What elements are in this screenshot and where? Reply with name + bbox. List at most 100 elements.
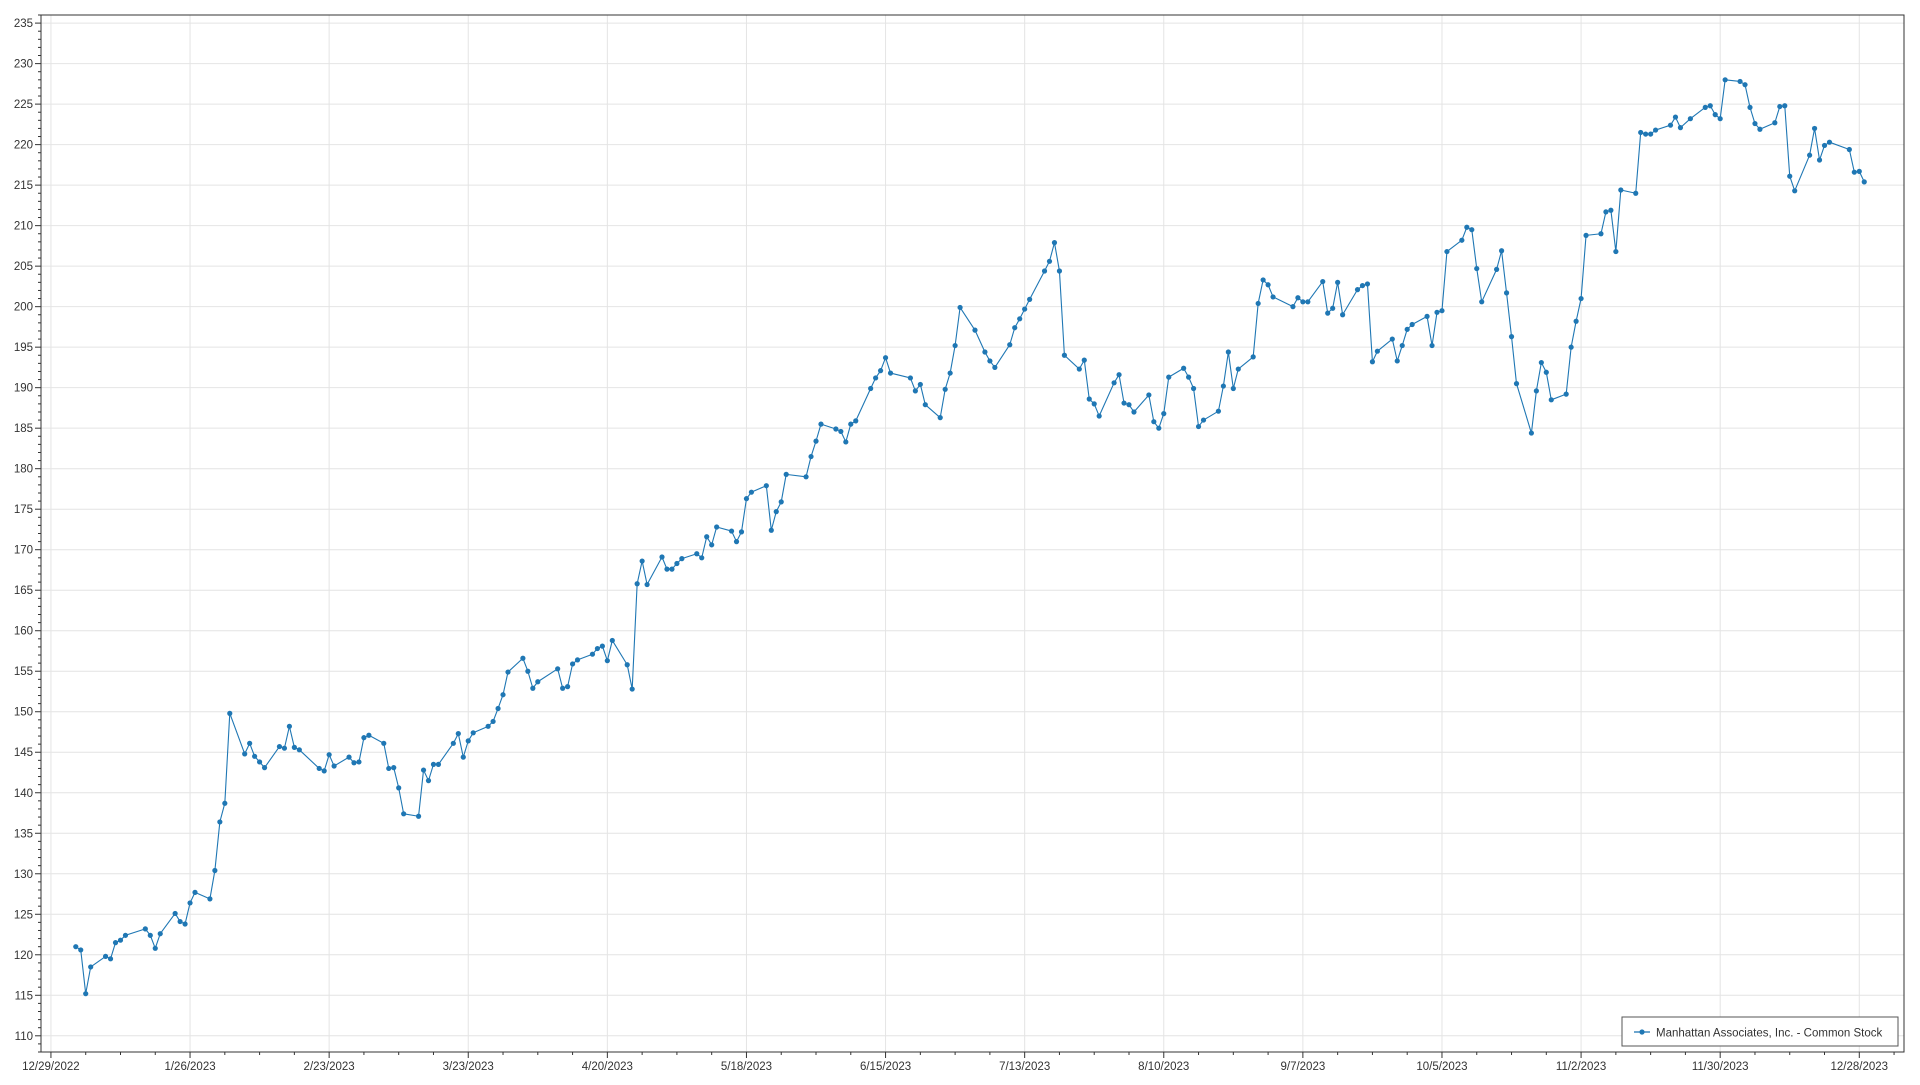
y-tick-label: 225 — [14, 99, 33, 111]
data-point — [1747, 104, 1753, 110]
data-point — [1265, 282, 1271, 288]
data-point — [694, 551, 700, 557]
y-tick-label: 230 — [14, 59, 33, 71]
data-point — [738, 529, 745, 535]
y-tick-label: 185 — [14, 423, 33, 435]
y-tick-label: 200 — [14, 302, 33, 314]
data-point — [177, 918, 183, 925]
data-point — [1782, 103, 1788, 109]
data-point — [1121, 400, 1127, 406]
data-point — [1081, 357, 1087, 363]
data-point — [574, 657, 581, 663]
data-point — [1653, 127, 1659, 133]
data-point — [947, 370, 953, 376]
data-point — [1046, 258, 1053, 264]
data-point — [594, 645, 601, 652]
data-point — [1444, 248, 1450, 255]
data-point — [659, 554, 665, 560]
data-point — [922, 402, 928, 408]
data-point — [351, 760, 357, 766]
data-point — [520, 655, 526, 661]
data-point — [247, 740, 253, 746]
data-point — [1325, 310, 1331, 316]
data-point — [709, 542, 715, 548]
data-point — [1568, 344, 1574, 350]
data-point — [728, 528, 735, 534]
data-point — [470, 730, 476, 736]
data-point — [505, 669, 511, 675]
data-point — [391, 765, 397, 771]
data-point — [276, 743, 283, 750]
data-point — [1250, 354, 1256, 360]
data-point — [1851, 169, 1857, 175]
y-tick-label: 175 — [14, 504, 33, 516]
data-point — [669, 566, 675, 572]
data-point — [1399, 342, 1405, 349]
data-point — [1022, 306, 1028, 312]
data-point — [1618, 187, 1624, 193]
y-tick-label: 130 — [14, 869, 33, 881]
data-point — [1255, 300, 1261, 307]
data-point — [73, 944, 79, 950]
data-point — [530, 685, 536, 691]
data-point — [1707, 103, 1713, 109]
data-point — [1742, 82, 1748, 88]
data-point — [1235, 366, 1241, 372]
data-point — [629, 686, 635, 692]
data-point — [396, 785, 402, 791]
data-point — [1548, 397, 1554, 403]
data-point — [261, 765, 268, 771]
data-point — [1305, 299, 1311, 305]
data-point — [1861, 179, 1867, 185]
data-point — [291, 744, 297, 750]
data-point — [803, 474, 809, 480]
data-point — [1404, 326, 1410, 332]
data-point — [346, 754, 352, 760]
data-point — [1027, 296, 1033, 302]
data-point — [733, 539, 740, 545]
data-point — [1469, 227, 1475, 233]
data-point — [1364, 281, 1371, 287]
data-point — [1434, 309, 1440, 315]
series-group — [73, 77, 1867, 997]
data-point — [1722, 77, 1728, 83]
data-point — [1503, 290, 1510, 296]
data-point — [1076, 366, 1082, 372]
data-point — [366, 732, 372, 738]
data-point — [172, 910, 178, 917]
data-point — [381, 740, 387, 746]
data-point — [604, 658, 610, 664]
data-point — [500, 692, 506, 698]
data-point — [1300, 299, 1306, 305]
data-point — [1528, 430, 1534, 436]
data-point — [1086, 396, 1092, 402]
data-point — [1672, 114, 1679, 120]
data-point — [1354, 287, 1361, 293]
data-point — [107, 956, 114, 962]
data-point — [952, 342, 958, 349]
data-point — [296, 747, 302, 753]
data-point — [1807, 152, 1813, 158]
data-point — [982, 349, 988, 355]
data-point — [142, 926, 148, 932]
data-point — [1702, 104, 1708, 110]
data-point — [1096, 413, 1102, 419]
data-point — [848, 421, 854, 427]
data-point — [1648, 131, 1654, 137]
gridlines — [41, 15, 1904, 1052]
data-point — [495, 705, 501, 712]
data-point — [560, 685, 566, 691]
data-point — [1543, 369, 1549, 375]
data-point — [1846, 146, 1852, 153]
data-point — [1533, 388, 1539, 394]
data-point — [1359, 282, 1366, 289]
data-point — [1613, 248, 1619, 255]
data-point — [187, 900, 193, 906]
data-point — [589, 651, 596, 657]
data-point — [555, 666, 561, 672]
legend-series-marker-icon — [1639, 1029, 1645, 1035]
data-point — [212, 867, 218, 874]
data-point — [1260, 277, 1266, 283]
y-tick-label: 120 — [14, 950, 33, 962]
